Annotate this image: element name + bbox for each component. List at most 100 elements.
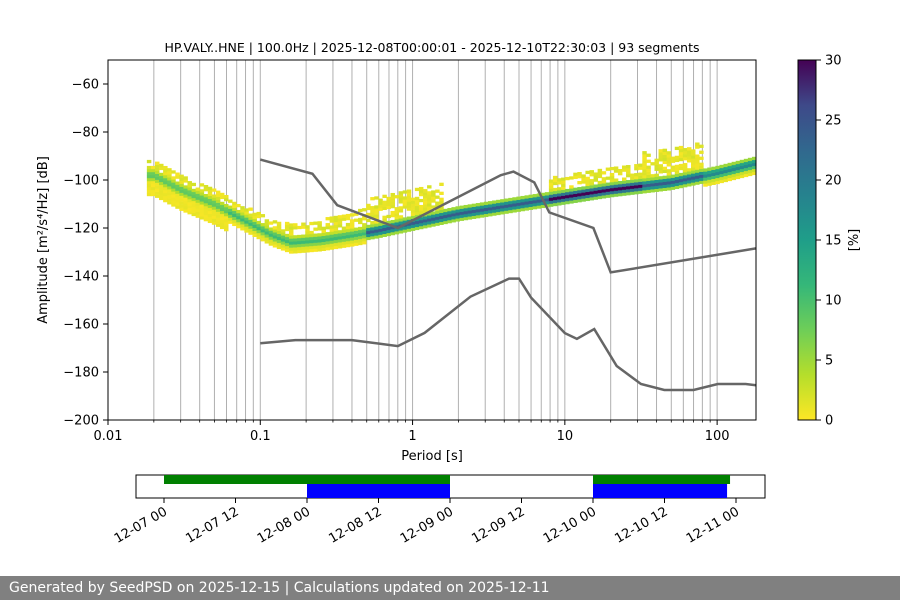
heatmap-cell — [719, 167, 724, 172]
heatmap-cell — [577, 187, 582, 191]
heatmap-cell — [427, 215, 432, 219]
heatmap-cell — [333, 221, 339, 226]
heatmap-cell — [479, 205, 485, 209]
heatmap-cell — [406, 228, 412, 232]
heatmap-cell — [341, 244, 347, 248]
heatmap-cell — [573, 172, 578, 176]
heatmap-cell — [699, 180, 704, 184]
heatmap-cell — [150, 180, 156, 185]
heatmap-cell — [747, 163, 753, 168]
heatmap-cell — [337, 239, 343, 243]
heatmap-cell — [171, 191, 176, 195]
heatmap-cell — [512, 203, 517, 207]
heatmap-cell — [423, 210, 428, 214]
heatmap-cell — [203, 218, 209, 222]
heatmap-cell — [337, 242, 343, 246]
heatmap-cell — [536, 199, 542, 203]
heatmap-cell — [691, 164, 696, 168]
heatmap-cell — [642, 151, 647, 155]
heatmap-cell — [362, 235, 367, 239]
heatmap-cell — [394, 216, 400, 220]
heatmap-cell — [605, 185, 611, 189]
heatmap-cell — [528, 197, 534, 201]
colorbar-label: [%] — [847, 229, 862, 252]
heatmap-cell — [492, 206, 497, 210]
heatmap-cell — [711, 181, 716, 185]
heatmap-cell — [207, 198, 213, 203]
heatmap-cell — [325, 244, 331, 248]
heatmap-cell — [256, 211, 261, 216]
heatmap-cell — [163, 183, 168, 188]
heatmap-cell — [293, 223, 298, 227]
heatmap-cell — [167, 171, 172, 175]
heatmap-cell — [207, 189, 213, 194]
heatmap-cell — [691, 176, 696, 180]
heatmap-cell — [414, 196, 420, 201]
heatmap-cell — [215, 223, 221, 227]
heatmap-cell — [390, 225, 395, 230]
heatmap-cell — [366, 212, 371, 217]
heatmap-cell — [674, 158, 680, 163]
heatmap-cell — [496, 205, 501, 210]
timeline-tick-label: 12-10 00 — [541, 504, 599, 546]
heatmap-cell — [215, 199, 221, 203]
heatmap-cell — [739, 168, 745, 173]
heatmap-cell — [634, 173, 639, 177]
heatmap-cell — [695, 172, 700, 176]
heatmap-cell — [703, 174, 708, 178]
heatmap-cell — [678, 154, 684, 159]
heatmap-cell — [418, 204, 424, 209]
heatmap-cell — [252, 230, 257, 235]
heatmap-cell — [317, 242, 322, 246]
heatmap-cell — [487, 204, 493, 208]
heatmap-cell — [248, 213, 253, 217]
x-tick-label: 0.1 — [250, 429, 271, 444]
colorbar — [797, 59, 817, 421]
heatmap-cell — [341, 238, 347, 242]
heatmap-cell — [321, 226, 326, 230]
heatmap-cell — [658, 179, 663, 183]
heatmap-cell — [642, 187, 647, 191]
heatmap-cell — [593, 175, 599, 179]
heatmap-cell — [297, 240, 302, 245]
heatmap-cell — [695, 142, 700, 146]
heatmap-cell — [410, 224, 416, 228]
heatmap-cell — [577, 190, 582, 194]
heatmap-cell — [727, 168, 733, 173]
heatmap-cell — [370, 236, 375, 240]
heatmap-cell — [224, 215, 229, 220]
heatmap-cell — [191, 182, 196, 187]
heatmap-cell — [146, 183, 152, 188]
heatmap-cell — [179, 195, 184, 199]
heatmap-cell — [183, 209, 188, 213]
heatmap-cell — [366, 206, 371, 211]
heatmap-cell — [418, 192, 424, 197]
heatmap-cell — [695, 181, 700, 185]
heatmap-cell — [565, 200, 570, 205]
heatmap-cell — [211, 218, 217, 222]
heatmap-cell — [329, 243, 335, 247]
heatmap-cell — [581, 180, 586, 184]
heatmap-cell — [150, 171, 156, 176]
heatmap-cell — [414, 187, 420, 192]
heatmap-cell — [630, 176, 635, 180]
heatmap-cell — [260, 235, 266, 239]
heatmap-cell — [345, 237, 351, 242]
heatmap-cell — [642, 166, 647, 170]
heatmap-cell — [191, 188, 196, 193]
heatmap-cell — [236, 221, 241, 226]
heatmap-cell — [626, 174, 631, 178]
heatmap-cell — [293, 241, 298, 245]
heatmap-cell — [686, 177, 692, 181]
heatmap-cell — [561, 201, 566, 205]
heatmap-cell — [557, 196, 562, 200]
heatmap-cell — [321, 244, 326, 248]
heatmap-cell — [638, 187, 643, 191]
heatmap-cell — [577, 196, 582, 200]
heatmap-cell — [390, 192, 395, 197]
heatmap-cell — [183, 206, 188, 210]
heatmap-cell — [682, 169, 688, 173]
heatmap-cell — [215, 220, 221, 224]
heatmap-cell — [630, 173, 635, 177]
heatmap-cell — [179, 204, 184, 208]
